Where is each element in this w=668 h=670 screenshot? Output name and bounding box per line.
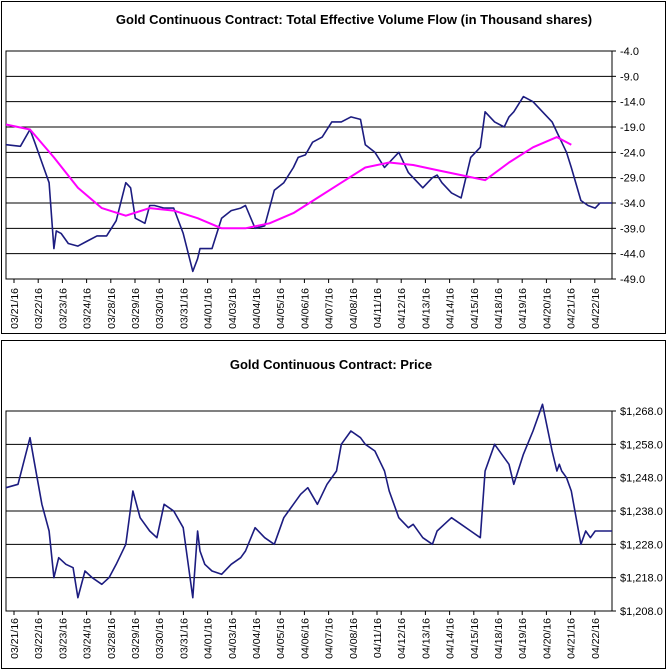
x-tick-label: 04/05/16 — [275, 618, 287, 659]
x-tick-label: 04/18/16 — [493, 618, 505, 659]
x-tick-label: 04/04/16 — [251, 288, 263, 329]
x-tick-label: 04/14/16 — [445, 618, 457, 659]
top-chart-frame — [1, 1, 666, 334]
x-tick-label: 04/07/16 — [324, 288, 336, 329]
x-tick-label: 04/20/16 — [541, 288, 553, 329]
x-tick-label: 03/21/16 — [9, 288, 21, 329]
y-tick-label: -34.0 — [620, 198, 645, 210]
x-tick-label: 04/19/16 — [517, 288, 529, 329]
x-tick-label: 04/01/16 — [203, 618, 215, 659]
x-tick-label: 03/29/16 — [130, 618, 142, 659]
x-tick-label: 04/14/16 — [445, 288, 457, 329]
x-tick-label: 04/08/16 — [348, 288, 360, 329]
y-tick-label: $1,258.0 — [620, 439, 663, 451]
x-tick-label: 04/05/16 — [275, 288, 287, 329]
x-tick-label: 04/03/16 — [227, 288, 239, 329]
y-tick-label: -29.0 — [620, 173, 645, 185]
y-tick-label: -14.0 — [620, 97, 645, 109]
x-tick-label: 04/18/16 — [493, 288, 505, 329]
x-tick-label: 03/24/16 — [82, 288, 94, 329]
x-tick-label: 03/28/16 — [106, 618, 118, 659]
x-tick-label: 03/31/16 — [178, 288, 190, 329]
x-tick-label: 03/21/16 — [9, 618, 21, 659]
bottom-chart-title: Gold Continuous Contract: Price — [230, 357, 432, 372]
x-tick-label: 04/06/16 — [299, 618, 311, 659]
x-tick-label: 03/22/16 — [33, 618, 45, 659]
x-tick-label: 04/20/16 — [541, 618, 553, 659]
y-tick-label: -24.0 — [620, 147, 645, 159]
x-tick-label: 03/23/16 — [57, 288, 69, 329]
top-plot-area: -4.0 -9.0 -14.0 -19.0 -24.0 -29.0 -34.0 -39.0 -4… — [5, 46, 645, 329]
x-tick-label: 04/08/16 — [348, 618, 360, 659]
series-line-0 — [5, 403, 612, 599]
x-tick-label: 04/15/16 — [469, 618, 481, 659]
x-tick-label: 04/21/16 — [566, 618, 578, 659]
x-tick-label: 04/12/16 — [396, 288, 408, 329]
x-tick-label: 03/22/16 — [33, 288, 45, 329]
x-tick-label: 04/19/16 — [517, 618, 529, 659]
y-tick-label: -9.0 — [620, 71, 639, 83]
top-chart-title: Gold Continuous Contract: Total Effectiv… — [116, 12, 592, 27]
y-tick-label: -49.0 — [620, 274, 645, 286]
series-line-1 — [5, 123, 572, 230]
bottom-plot-area: $1,268.0 $1,258.0 $1,248.0 $1,238.0 $1,228.0… — [5, 403, 663, 659]
x-tick-label: 03/28/16 — [106, 288, 118, 329]
x-tick-label: 04/22/16 — [590, 618, 602, 659]
y-tick-label: $1,248.0 — [620, 473, 663, 485]
series-line-0 — [5, 95, 612, 273]
x-tick-label: 03/31/16 — [178, 618, 190, 659]
x-tick-label: 04/15/16 — [469, 288, 481, 329]
x-tick-label: 04/22/16 — [590, 288, 602, 329]
x-tick-label: 04/06/16 — [299, 288, 311, 329]
x-tick-label: 04/11/16 — [372, 618, 384, 658]
y-tick-label: $1,238.0 — [620, 506, 663, 518]
x-tick-label: 04/04/16 — [251, 618, 263, 659]
x-tick-label: 04/01/16 — [203, 288, 215, 329]
x-tick-label: 04/13/16 — [420, 288, 432, 329]
y-tick-label: $1,228.0 — [620, 539, 663, 551]
y-tick-label: $1,208.0 — [620, 606, 663, 618]
x-tick-label: 04/13/16 — [420, 618, 432, 659]
x-tick-label: 04/03/16 — [227, 618, 239, 659]
x-tick-label: 04/11/16 — [372, 288, 384, 328]
x-tick-label: 03/29/16 — [130, 288, 142, 329]
x-tick-label: 03/30/16 — [154, 618, 166, 659]
x-tick-label: 03/24/16 — [82, 618, 94, 659]
y-tick-label: -44.0 — [620, 249, 645, 261]
y-tick-label: $1,218.0 — [620, 573, 663, 585]
x-tick-label: 03/30/16 — [154, 288, 166, 329]
bottom-chart-frame — [1, 340, 666, 669]
y-tick-label: -39.0 — [620, 223, 645, 235]
x-tick-label: 04/12/16 — [396, 618, 408, 659]
y-tick-label: -4.0 — [620, 46, 639, 58]
x-tick-label: 04/07/16 — [324, 618, 336, 659]
y-tick-label: $1,268.0 — [620, 406, 663, 418]
y-tick-label: -19.0 — [620, 122, 645, 134]
x-tick-label: 04/21/16 — [566, 288, 578, 329]
x-tick-label: 03/23/16 — [57, 618, 69, 659]
